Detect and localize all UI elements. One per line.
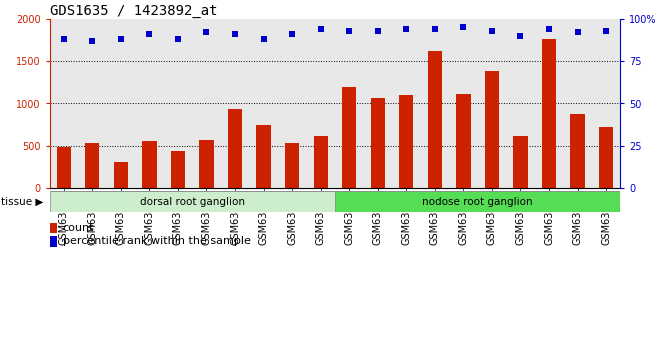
Bar [285,143,299,188]
Bar [399,95,413,188]
Point [201,30,212,35]
Point [87,38,98,44]
Text: nodose root ganglion: nodose root ganglion [422,197,533,207]
Point [344,28,354,33]
Point [115,37,126,42]
Bar [485,71,499,188]
Point [230,31,240,37]
Bar [50,191,335,212]
Point [458,25,469,30]
Point [173,37,183,42]
Text: tissue ▶: tissue ▶ [1,197,44,207]
Bar [57,147,71,188]
Text: dorsal root ganglion: dorsal root ganglion [140,197,245,207]
Point [372,28,383,33]
Bar [513,136,527,188]
Text: percentile rank within the sample: percentile rank within the sample [63,237,251,246]
Point [430,26,440,32]
Bar [228,109,242,188]
Bar [114,162,128,188]
Point [401,26,412,32]
Point [572,30,583,35]
Point [59,37,69,42]
Point [486,28,497,33]
Bar [143,141,156,188]
Bar [456,94,471,188]
Bar [199,140,214,188]
Bar [335,191,620,212]
Text: count: count [63,223,94,233]
Bar [342,87,356,188]
Bar [599,127,613,188]
Point [287,31,298,37]
Bar [428,51,442,188]
Point [144,31,154,37]
Bar [542,39,556,188]
Bar [371,98,385,188]
Point [258,37,269,42]
Bar [85,143,100,188]
Point [315,26,326,32]
Bar [570,115,585,188]
Point [601,28,611,33]
Point [515,33,526,39]
Bar [257,125,271,188]
Bar [171,151,185,188]
Point [544,26,554,32]
Bar [314,137,328,188]
Text: GDS1635 / 1423892_at: GDS1635 / 1423892_at [50,4,217,18]
